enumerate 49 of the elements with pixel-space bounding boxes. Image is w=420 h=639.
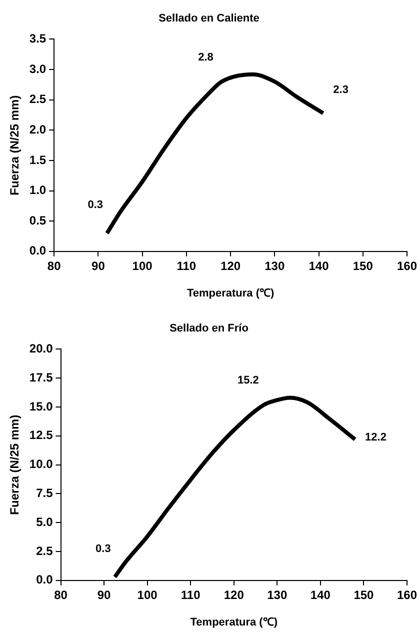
y-tick-label: 20.0 bbox=[29, 342, 54, 356]
y-tick-label: 0.0 bbox=[36, 572, 54, 587]
y-axis-title: Fuerza (N/25 mm) bbox=[8, 414, 22, 515]
x-tick-label: 140 bbox=[308, 258, 330, 273]
y-tick-label: 17.5 bbox=[29, 370, 54, 384]
y-tick-label: 0.0 bbox=[29, 244, 46, 258]
x-axis-title: Temperatura (℃) bbox=[190, 616, 278, 628]
x-tick-label: 120 bbox=[220, 258, 241, 273]
annotation: 2.3 bbox=[333, 84, 348, 96]
y-tick-label: 12.5 bbox=[29, 428, 54, 442]
x-tick-label: 130 bbox=[267, 588, 288, 602]
y-tick-label: 2.0 bbox=[29, 122, 46, 136]
y-tick-label: 3.0 bbox=[29, 62, 46, 76]
x-tick-label: 100 bbox=[132, 258, 153, 273]
annotation: 2.8 bbox=[198, 52, 214, 64]
x-tick-label: 80 bbox=[54, 588, 68, 602]
x-axis-title: Temperatura (℃) bbox=[186, 287, 274, 300]
annotation: 15.2 bbox=[237, 374, 259, 387]
y-axis-title: Fuerza (N/25 mm) bbox=[8, 95, 22, 196]
y-tick-label: 1.5 bbox=[29, 152, 46, 167]
chart-title: Sellado en Caliente bbox=[158, 12, 260, 25]
y-tick-label: 3.5 bbox=[29, 32, 46, 46]
annotation: 0.3 bbox=[96, 542, 111, 555]
x-tick-label: 90 bbox=[92, 258, 106, 273]
x-tick-label: 140 bbox=[310, 588, 331, 602]
x-tick-label: 160 bbox=[396, 588, 418, 602]
y-tick-label: 7.5 bbox=[36, 486, 54, 500]
annotation: 0.3 bbox=[88, 199, 104, 212]
chart-title: Sellado en Frío bbox=[170, 322, 249, 335]
y-tick-label: 2.5 bbox=[36, 544, 54, 558]
x-tick-label: 90 bbox=[97, 588, 112, 602]
x-tick-label: 160 bbox=[396, 258, 418, 273]
x-tick-label: 100 bbox=[137, 588, 158, 602]
line-series bbox=[105, 72, 326, 236]
y-tick-label: 2.5 bbox=[29, 92, 46, 106]
x-tick-label: 80 bbox=[47, 258, 62, 273]
y-tick-label: 10.0 bbox=[29, 457, 54, 472]
annotation: 12.2 bbox=[365, 431, 386, 444]
y-tick-label: 1.0 bbox=[29, 183, 46, 198]
y-tick-label: 15.0 bbox=[29, 399, 54, 414]
x-tick-label: 150 bbox=[352, 258, 374, 273]
y-tick-label: 5.0 bbox=[36, 514, 54, 529]
line-series bbox=[112, 396, 358, 579]
x-tick-label: 150 bbox=[354, 588, 374, 602]
x-tick-label: 110 bbox=[176, 258, 196, 273]
x-tick-label: 120 bbox=[224, 588, 244, 602]
x-tick-label: 110 bbox=[180, 588, 201, 602]
x-tick-label: 130 bbox=[264, 258, 285, 273]
y-tick-label: 0.5 bbox=[29, 213, 46, 228]
